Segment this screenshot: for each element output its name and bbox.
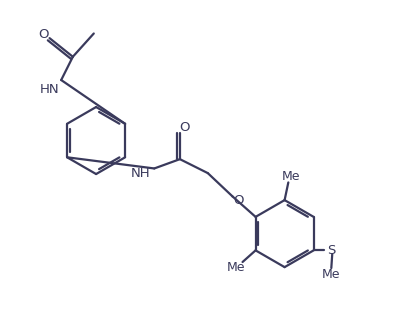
Text: O: O: [39, 28, 49, 41]
Text: O: O: [179, 121, 190, 134]
Text: Me: Me: [322, 268, 341, 281]
Text: NH: NH: [131, 167, 150, 180]
Text: S: S: [327, 244, 335, 257]
Text: Me: Me: [226, 261, 245, 274]
Text: HN: HN: [40, 83, 60, 96]
Text: Me: Me: [281, 170, 300, 183]
Text: O: O: [233, 194, 243, 207]
